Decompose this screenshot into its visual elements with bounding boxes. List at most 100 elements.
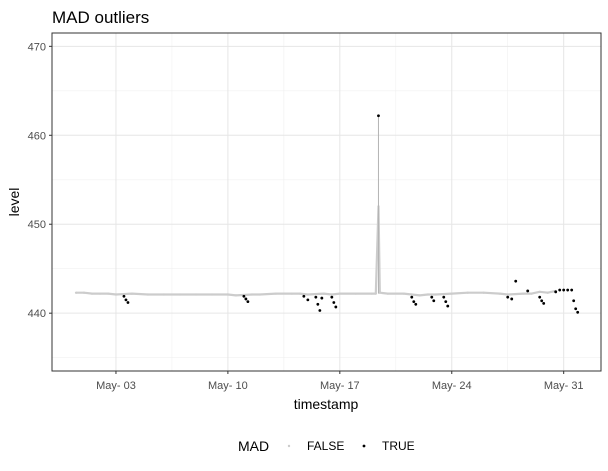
point-false <box>178 293 182 296</box>
point-false <box>522 292 525 295</box>
point-true <box>302 294 306 298</box>
point-false <box>162 293 166 296</box>
point-false <box>402 292 405 295</box>
point-false <box>194 293 198 296</box>
point-true <box>242 294 246 298</box>
point-true <box>244 297 248 301</box>
point-false <box>482 291 485 294</box>
point-true <box>574 307 578 311</box>
point-true <box>430 295 434 299</box>
point-true <box>538 295 542 299</box>
point-true <box>377 114 380 118</box>
point-true <box>570 288 574 292</box>
point-true <box>542 302 546 305</box>
axes: 440 450 460 470 May- 03 May- 10 May- 17 May- 24… <box>28 41 584 392</box>
y-tick-label: 450 <box>28 219 46 231</box>
point-true <box>318 309 322 312</box>
point-false <box>290 292 293 295</box>
point-true <box>510 297 514 301</box>
point-true <box>554 290 558 294</box>
point-false <box>258 293 261 296</box>
point-true <box>414 302 418 306</box>
point-true <box>444 300 448 304</box>
point-false <box>338 292 341 295</box>
point-false <box>106 292 110 295</box>
point-false <box>274 292 277 295</box>
point-true <box>576 310 580 314</box>
y-tick-label: 470 <box>28 41 46 53</box>
point-false <box>386 292 389 295</box>
legend-key-true <box>362 444 366 448</box>
x-tick-label: May- 17 <box>320 380 360 392</box>
point-true <box>306 298 310 302</box>
series-false-line <box>76 205 556 297</box>
point-false <box>546 291 549 294</box>
point-true <box>442 295 446 299</box>
y-axis-title: level <box>6 188 22 217</box>
point-false <box>506 293 509 296</box>
plot-border <box>51 32 602 372</box>
point-true <box>566 288 570 292</box>
point-true <box>410 295 414 299</box>
point-true <box>572 299 576 303</box>
point-false <box>298 292 301 295</box>
point-false <box>434 293 437 296</box>
point-false <box>74 291 78 294</box>
x-tick-label: May- 31 <box>544 380 584 392</box>
point-false <box>530 292 533 295</box>
y-tick-label: 440 <box>28 308 46 320</box>
point-false <box>306 293 309 296</box>
point-true <box>246 300 250 304</box>
point-true <box>514 279 518 283</box>
point-false <box>130 292 134 295</box>
y-tick-label: 460 <box>28 130 46 142</box>
point-true <box>316 302 320 306</box>
point-false <box>330 293 333 296</box>
legend: MAD FALSE TRUE <box>238 438 415 454</box>
point-true <box>320 296 324 300</box>
point-false <box>370 292 373 295</box>
x-tick-label: May- 24 <box>432 380 472 392</box>
point-true <box>330 295 334 299</box>
chart-title: MAD outliers <box>52 8 149 27</box>
point-true <box>126 301 130 304</box>
point-false <box>226 293 229 296</box>
point-true <box>562 288 566 292</box>
point-false <box>538 290 541 293</box>
point-false <box>322 292 325 295</box>
legend-label-true: TRUE <box>382 439 415 453</box>
point-false <box>374 292 377 295</box>
point-false <box>378 291 381 294</box>
point-false <box>250 293 253 296</box>
point-true <box>412 300 416 304</box>
point-true <box>540 299 544 303</box>
point-false <box>410 293 413 296</box>
point-true <box>446 304 450 308</box>
point-false <box>114 293 118 296</box>
point-false <box>426 293 429 296</box>
x-axis-title: timestamp <box>294 396 359 412</box>
point-false <box>418 294 421 297</box>
point-true <box>314 295 318 299</box>
legend-title: MAD <box>238 438 269 454</box>
x-tick-label: May- 03 <box>96 380 136 392</box>
legend-label-false: FALSE <box>307 439 344 453</box>
point-true <box>506 295 510 299</box>
plot-panel <box>52 33 601 371</box>
plot-marks <box>74 114 580 314</box>
legend-key-false <box>287 444 291 448</box>
point-false <box>466 291 469 294</box>
point-true <box>332 301 336 304</box>
point-true <box>334 305 338 309</box>
point-true <box>122 294 126 298</box>
point-false <box>234 294 237 297</box>
point-true <box>558 288 562 292</box>
plot-grid <box>52 33 601 371</box>
point-false <box>90 292 94 295</box>
point-false <box>146 293 150 296</box>
point-false <box>498 292 501 295</box>
point-false <box>354 292 357 295</box>
point-true <box>124 298 128 302</box>
point-true <box>432 299 436 303</box>
